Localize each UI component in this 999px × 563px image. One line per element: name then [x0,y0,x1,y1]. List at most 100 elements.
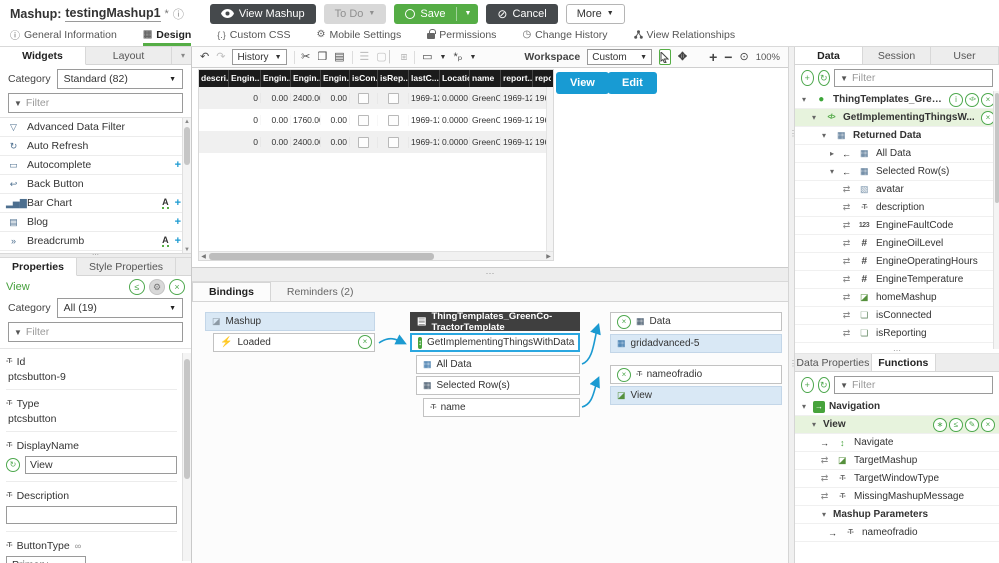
tree-item-selected-rows[interactable]: ▾ ← ▦ Selected Row(s) [795,163,999,181]
tab-properties[interactable]: Properties [0,258,77,276]
zoom-fit-icon[interactable]: ⊙ [739,50,749,63]
widget-list-item[interactable]: ▤ Blog + [0,213,191,232]
paste-icon[interactable]: ▤ [334,50,345,63]
property-list-scrollbar[interactable] [182,353,191,561]
close-icon[interactable]: × [981,110,995,125]
tree-item-field[interactable]: ⇄ ❏ isReporting [795,325,999,343]
tree-item-function-prop[interactable]: ⇄ -T- TargetWindowType [795,470,999,488]
container-icon[interactable]: ▭ [422,50,433,63]
binding-name-prop[interactable]: -T- name [423,398,580,417]
tree-item-all-data[interactable]: ▸ ← ▦ All Data [795,145,999,163]
view-mashup-button[interactable]: View Mashup [209,3,316,24]
zoom-in-icon[interactable]: + [709,49,718,65]
property-filter-input[interactable] [25,326,177,338]
tree-item-mashup-parameters[interactable]: ▾ Mashup Parameters [795,506,999,524]
tab-functions[interactable]: Functions [871,354,936,371]
binding-view-function[interactable]: ◪ View [610,386,782,405]
undo-icon[interactable]: ↶ [200,50,210,63]
binding-loaded-event[interactable]: ⚡ Loaded × [213,333,375,352]
tab-general-information[interactable]: ⓘ General Information [10,28,117,43]
copy-icon[interactable]: ❐ [317,50,328,63]
grid-horizontal-scrollbar[interactable]: ◀ ▶ [199,251,553,260]
tree-item-thingtemplate[interactable]: ▾ ● ThingTemplates_GreenCo-Tra... i </> … [795,91,999,109]
distribute-icon[interactable]: ⧆ [400,50,408,63]
bind-icon[interactable]: ≤ [949,417,963,432]
add-function-icon[interactable]: + [801,377,814,393]
text-tool-icon[interactable]: *ₚ [453,50,463,63]
tab-widgets[interactable]: Widgets [0,47,86,65]
panel-splitter-horizontal[interactable]: ⋯ [795,347,999,355]
tree-item-view-function[interactable]: ▾ View ∗ ≤ ✎ × [795,416,999,434]
save-caret-icon[interactable]: ▼ [464,10,472,17]
reset-icon[interactable]: ↻ [6,458,20,472]
gear-icon[interactable]: ⚙ [149,279,165,295]
tab-bindings[interactable]: Bindings [192,282,271,301]
info-icon[interactable]: i [949,92,963,107]
tab-style-properties[interactable]: Style Properties [76,258,177,275]
chevron-down-icon[interactable]: ▾ [801,95,806,104]
tab-user[interactable]: User [931,47,999,64]
binding-grid-widget[interactable]: ▦ gridadvanced-5 [610,334,782,353]
drag-handle-icon[interactable]: + [174,215,181,228]
container-caret-icon[interactable]: ▼ [439,53,447,61]
tab-data-properties[interactable]: Data Properties [795,354,872,371]
close-icon[interactable]: × [169,279,185,295]
refresh-icon[interactable]: ↻ [817,70,831,86]
widget-list-item[interactable]: » Breadcrumb A + [0,232,191,251]
history-dropdown[interactable]: History ▼ [232,49,287,65]
chevron-down-icon[interactable]: ▾ [829,167,834,176]
more-button[interactable]: More ▼ [565,3,625,24]
chevron-down-icon[interactable]: ▾ [821,131,826,140]
drag-handle-icon[interactable]: + [174,158,181,171]
align-center-icon[interactable]: ▢│ [376,50,394,63]
widget-list-item[interactable]: ↻ Auto Refresh [0,137,191,156]
widget-category-select[interactable]: Standard (82) ▼ [56,69,183,89]
binding-nameofradio-target[interactable]: × -T- nameofradio [610,365,782,384]
tree-item-function-prop[interactable]: ⇄ ◪ TargetMashup [795,452,999,470]
tree-item-field[interactable]: ⇄ 123 EngineFaultCode [795,217,999,235]
drag-handle-icon[interactable]: + [174,234,181,247]
tab-layout[interactable]: Layout [86,47,172,64]
workspace-dropdown[interactable]: Custom ▼ [587,49,653,65]
panel-splitter-vertical[interactable]: ⋮ ⋮ [788,47,797,563]
functions-filter-input[interactable] [851,379,987,391]
tree-item-navigation[interactable]: ▾ → Navigation [795,398,999,416]
tree-item-field[interactable]: ⇄ ▧ avatar [795,181,999,199]
binding-source-mashup[interactable]: ◪ Mashup [205,312,375,331]
widget-list-item[interactable]: ▭ Autocomplete + [0,156,191,175]
tab-reminders[interactable]: Reminders (2) [286,285,354,298]
mashup-canvas[interactable]: descri...Engin...Engin...Engin...Engin..… [192,68,788,268]
tab-session[interactable]: Session [863,47,931,64]
close-icon[interactable]: × [981,417,995,432]
code-icon[interactable]: </> [965,92,979,107]
remove-binding-icon[interactable]: × [617,314,631,329]
align-left-icon[interactable]: ☰ [359,50,370,63]
remove-binding-icon[interactable]: × [617,367,631,382]
chevron-down-icon[interactable]: ▾ [811,420,816,429]
select-tool[interactable] [659,49,671,65]
todo-button[interactable]: To Do ▼ [323,3,387,24]
tree-item-field[interactable]: ⇄ ❏ isConnected [795,307,999,325]
tree-item-service[interactable]: ▾ </> GetImplementingThingsW... × [795,109,999,127]
data-tree-scrollbar[interactable] [993,91,999,349]
view-button-widget[interactable]: View [556,72,609,94]
cancel-button[interactable]: ⊘ Cancel [486,3,558,24]
binding-service-box[interactable]: ↕ GetImplementingThingsWithData [410,333,580,352]
refresh-icon[interactable]: ↻ [817,377,831,393]
grid-advanced-widget[interactable]: descri...Engin...Engin...Engin...Engin..… [198,69,554,261]
displayname-input[interactable] [25,456,177,474]
tree-item-field[interactable]: ⇄ -T- description [795,199,999,217]
widget-list-item[interactable]: ↩ Back Button [0,175,191,194]
zoom-out-icon[interactable]: − [724,49,733,65]
chevron-right-icon[interactable]: ▸ [829,149,834,158]
tree-item-returned-data[interactable]: ▾ ▦ Returned Data [795,127,999,145]
property-category-select[interactable]: All (19) ▼ [56,298,183,318]
collapse-chevron-icon[interactable]: ▾ [180,51,185,60]
remove-binding-icon[interactable]: × [358,335,372,349]
chevron-down-icon[interactable]: ▾ [801,402,806,411]
tab-permissions[interactable]: Permissions [427,27,496,46]
tree-item-field[interactable]: ⇄ # EngineTemperature [795,271,999,289]
pan-tool-icon[interactable]: ✥ [677,50,688,63]
grid-vertical-scrollbar[interactable] [546,87,553,251]
buttontype-select[interactable]: Primary▼ [6,556,86,563]
